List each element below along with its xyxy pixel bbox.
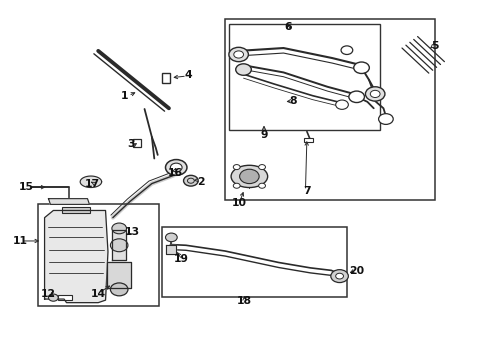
- Bar: [228, 24, 379, 130]
- Circle shape: [165, 159, 186, 175]
- Text: 3: 3: [127, 139, 135, 149]
- Circle shape: [258, 183, 265, 188]
- Text: 19: 19: [173, 254, 188, 264]
- Polygon shape: [107, 262, 131, 288]
- Text: 2: 2: [196, 177, 204, 187]
- Circle shape: [233, 165, 240, 170]
- Text: 5: 5: [430, 41, 438, 50]
- Bar: [161, 73, 170, 83]
- Circle shape: [340, 46, 352, 54]
- Circle shape: [335, 273, 343, 279]
- Bar: [61, 207, 90, 213]
- Circle shape: [239, 169, 259, 184]
- Circle shape: [378, 114, 392, 125]
- Polygon shape: [48, 199, 89, 204]
- Text: 17: 17: [84, 179, 100, 189]
- Bar: [304, 138, 312, 142]
- Bar: [133, 139, 141, 147]
- Text: 1: 1: [121, 91, 128, 101]
- Text: 15: 15: [19, 182, 34, 192]
- Text: 20: 20: [348, 266, 364, 276]
- Circle shape: [348, 91, 364, 103]
- Text: 8: 8: [289, 96, 296, 106]
- Circle shape: [369, 90, 379, 98]
- Text: 11: 11: [13, 236, 28, 246]
- Circle shape: [165, 233, 177, 242]
- Circle shape: [110, 239, 128, 252]
- Circle shape: [110, 283, 128, 296]
- Circle shape: [330, 270, 347, 283]
- Polygon shape: [166, 245, 176, 253]
- Text: 4: 4: [184, 70, 192, 80]
- Text: 7: 7: [303, 186, 310, 197]
- Bar: [58, 295, 72, 300]
- Circle shape: [112, 223, 126, 234]
- Circle shape: [235, 64, 251, 75]
- Text: 13: 13: [124, 227, 140, 237]
- Bar: [38, 204, 158, 306]
- Circle shape: [335, 100, 347, 109]
- Circle shape: [258, 165, 265, 170]
- Circle shape: [233, 183, 240, 188]
- Bar: [224, 19, 434, 200]
- Polygon shape: [44, 211, 108, 303]
- Text: 14: 14: [90, 289, 105, 299]
- Circle shape: [353, 62, 368, 73]
- Circle shape: [233, 51, 243, 58]
- Text: 6: 6: [284, 22, 292, 32]
- Polygon shape: [112, 230, 126, 260]
- Bar: [161, 226, 346, 297]
- Circle shape: [365, 87, 384, 101]
- Ellipse shape: [231, 165, 267, 188]
- Text: 9: 9: [260, 130, 267, 140]
- Circle shape: [170, 163, 182, 172]
- Circle shape: [228, 47, 248, 62]
- Circle shape: [183, 175, 198, 186]
- Polygon shape: [80, 176, 102, 188]
- Circle shape: [48, 294, 58, 301]
- Text: 12: 12: [41, 289, 56, 299]
- Text: 16: 16: [167, 168, 183, 178]
- Text: 10: 10: [232, 198, 246, 208]
- Text: 18: 18: [237, 296, 251, 306]
